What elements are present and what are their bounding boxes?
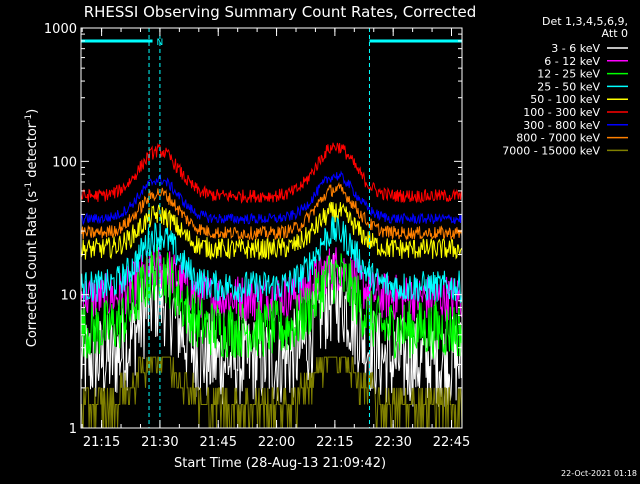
x-tick-label-3: 22:00 bbox=[258, 435, 295, 450]
legend-header-0: Det 1,3,4,5,6,9, bbox=[542, 15, 628, 28]
y-axis-label-mid: detector bbox=[25, 122, 40, 182]
x-tick-label-1: 21:30 bbox=[141, 435, 178, 450]
legend-label-6: 300 - 800 keV bbox=[523, 119, 600, 132]
series-line-3 bbox=[80, 215, 463, 304]
plot-frame bbox=[80, 27, 463, 429]
legend-label-2: 12 - 25 keV bbox=[537, 68, 600, 81]
legend-label-0: 3 - 6 keV bbox=[551, 42, 600, 55]
y-axis-label: Corrected Count Rate (s-1 detector-1) bbox=[24, 109, 40, 347]
y-axis-label-main: Corrected Count Rate (s bbox=[25, 191, 40, 348]
series-line-2 bbox=[80, 243, 463, 360]
axes-layer: 1 10 100 1000 21:15 21:30 21:45 22:00 22:15 22:30… bbox=[44, 22, 470, 450]
x-tick-label-6: 22:45 bbox=[433, 435, 470, 450]
legend-header-1: Att 0 bbox=[602, 27, 628, 40]
y-tick-label-3: 1000 bbox=[44, 22, 77, 37]
timestamp: 22-Oct-2021 01:18 bbox=[561, 469, 637, 478]
y-axis-label-sup2: -1 bbox=[24, 114, 34, 123]
legend-label-3: 25 - 50 keV bbox=[537, 80, 600, 93]
series-line-7 bbox=[80, 181, 463, 242]
legend-label-7: 800 - 7000 keV bbox=[516, 132, 600, 145]
legend-label-4: 50 - 100 keV bbox=[530, 93, 600, 106]
series-line-4 bbox=[80, 201, 463, 261]
y-tick-label-2: 100 bbox=[52, 155, 77, 170]
annotation-n: N bbox=[157, 38, 164, 48]
y-tick-label-0: 1 bbox=[69, 422, 77, 437]
x-tick-label-4: 22:15 bbox=[316, 435, 353, 450]
y-axis-label-end: ) bbox=[25, 109, 40, 114]
legend-label-1: 6 - 12 keV bbox=[544, 55, 600, 68]
plot-layer: N bbox=[80, 28, 463, 429]
series-line-5 bbox=[80, 142, 463, 204]
legend-label-5: 100 - 300 keV bbox=[523, 106, 600, 119]
legend-label-8: 7000 - 15000 keV bbox=[502, 144, 600, 157]
chart-title: RHESSI Observing Summary Count Rates, Co… bbox=[84, 3, 477, 21]
x-tick-label-2: 21:45 bbox=[200, 435, 237, 450]
y-tick-label-1: 10 bbox=[60, 289, 77, 304]
x-tick-label-5: 22:30 bbox=[374, 435, 411, 450]
x-axis-label: Start Time (28-Aug-13 21:09:42) bbox=[174, 456, 386, 471]
y-axis-label-sup1: -1 bbox=[24, 182, 34, 191]
x-tick-label-0: 21:15 bbox=[83, 435, 120, 450]
series-line-6 bbox=[80, 170, 463, 226]
